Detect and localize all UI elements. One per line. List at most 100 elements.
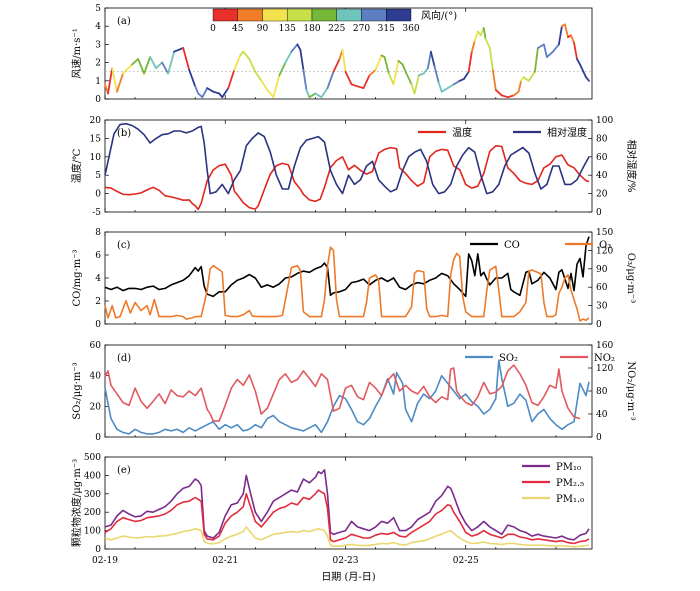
wind-speed-segment <box>494 89 503 97</box>
colorbar-cell <box>361 8 387 22</box>
legend-label: O₃ <box>599 240 611 251</box>
y-tick-label: 1 <box>95 77 101 87</box>
wind-speed-segment <box>272 74 281 99</box>
wind-speed-segment <box>404 70 413 86</box>
legend-label: CO <box>504 240 520 251</box>
panel-label: (c) <box>117 240 131 251</box>
wind-speed-segment <box>173 47 185 53</box>
y-tick-label: 100 <box>84 527 101 537</box>
x-tick-label: 02-21 <box>212 556 238 566</box>
wind-speed-segment <box>122 63 134 75</box>
wind-speed-segment <box>131 58 140 66</box>
wind-speed-segment <box>374 54 383 71</box>
wind-speed-segment <box>290 43 299 53</box>
wind-speed-segment <box>392 59 400 86</box>
wind-speed-segment <box>500 94 509 99</box>
legend-label: PM₁₀ <box>556 462 581 473</box>
legend-label: 相对湿度 <box>547 126 587 139</box>
wind-speed-segment <box>284 50 293 64</box>
colorbar-tick-label: 90 <box>257 24 269 34</box>
y-tick-label: 10 <box>90 153 102 163</box>
y-tick-label: 8 <box>95 228 101 238</box>
wind-speed-segment <box>452 79 461 86</box>
y-tick-label: 0 <box>95 433 101 443</box>
colorbar-tick-label: 315 <box>378 24 395 34</box>
wind-speed-segment <box>201 87 209 99</box>
wind-speed-segment <box>573 41 578 60</box>
wind-speed-segment <box>387 72 395 86</box>
panel-label: (d) <box>117 353 131 364</box>
x-tick-label: 02-19 <box>92 556 118 566</box>
wind-speed-segment <box>137 58 146 75</box>
y-tick-label: 0 <box>95 190 101 200</box>
wind-speed-segment <box>197 92 204 99</box>
y-right-tick-label: 160 <box>596 341 613 351</box>
y-tick-label: 60 <box>90 341 102 351</box>
wind-speed-segment <box>528 70 536 82</box>
wind-speed-segment <box>278 61 287 77</box>
wind-speed-segment <box>383 56 390 75</box>
y-tick-label: -5 <box>92 208 101 218</box>
y-right-tick-label: 120 <box>596 246 613 256</box>
y-axis-label: 颗粒物浓度/μg·m⁻³ <box>70 459 83 547</box>
wind-speed-segment <box>356 85 365 89</box>
x-axis-label: 日期 (月-日) <box>321 571 375 583</box>
wind-speed-segment <box>254 70 263 82</box>
colorbar-tick-label: 270 <box>353 24 370 34</box>
y-right-tick-label: 90 <box>596 265 608 275</box>
wind-speed-segment <box>401 63 407 73</box>
y-axis-label: 风速/m·s⁻¹ <box>71 28 83 78</box>
panel-label: (a) <box>117 16 131 27</box>
series-line <box>104 526 590 548</box>
series-line <box>104 469 590 541</box>
wind-speed-segment <box>182 47 191 71</box>
y-tick-label: 40 <box>90 372 102 382</box>
wind-speed-segment <box>426 50 432 69</box>
wind-speed-segment <box>413 74 420 95</box>
y-axis-label: 温度/℃ <box>70 149 83 184</box>
wind-speed-segment <box>299 49 305 71</box>
legend-label: 温度 <box>452 126 472 139</box>
wind-speed-segment <box>227 69 236 89</box>
wind-speed-segment <box>433 65 440 84</box>
y-right-tick-label: 150 <box>596 228 613 238</box>
wind-speed-segment <box>332 58 341 73</box>
wind-speed-segment <box>473 30 479 42</box>
wind-speed-segment <box>512 90 520 97</box>
wind-speed-segment <box>570 34 575 44</box>
plot-frame <box>104 344 593 438</box>
wind-speed-segment <box>564 23 569 38</box>
wind-speed-segment <box>429 50 436 68</box>
y-tick-label: 500 <box>84 453 101 463</box>
wind-speed-segment <box>585 76 590 82</box>
wind-speed-segment <box>462 70 470 80</box>
wind-speed-segment <box>534 47 539 73</box>
legend-label: SO₂ <box>499 353 518 364</box>
y-right-tick-label: 0 <box>596 433 602 443</box>
wind-speed-segment <box>446 83 455 89</box>
wind-speed-segment <box>341 49 347 73</box>
colorbar-cell <box>212 8 238 22</box>
wind-speed-segment <box>116 72 124 93</box>
y-tick-label: 6 <box>95 251 101 261</box>
wind-speed-segment <box>212 90 221 95</box>
colorbar-cell <box>262 8 288 22</box>
plot-frame <box>104 119 593 213</box>
colorbar-title: 风向/(°) <box>421 9 457 22</box>
y-axis-label: SO₂/μg·m⁻³ <box>72 362 83 419</box>
wind-speed-segment <box>296 43 302 51</box>
wind-speed-segment <box>242 50 251 60</box>
wind-speed-segment <box>517 79 522 93</box>
y-right-tick-label: 40 <box>596 171 608 181</box>
wind-speed-segment <box>188 69 197 88</box>
y-right-tick-label: 80 <box>596 134 608 144</box>
series-line <box>104 236 590 298</box>
wind-speed-segment <box>302 69 308 91</box>
y-right-tick-label: 120 <box>596 364 613 374</box>
colorbar-cell <box>311 8 337 22</box>
wind-speed-segment <box>266 89 275 99</box>
y-axis-label: CO/mg·m⁻³ <box>72 249 83 306</box>
series-line <box>104 489 590 545</box>
panel-label: (b) <box>117 128 131 139</box>
